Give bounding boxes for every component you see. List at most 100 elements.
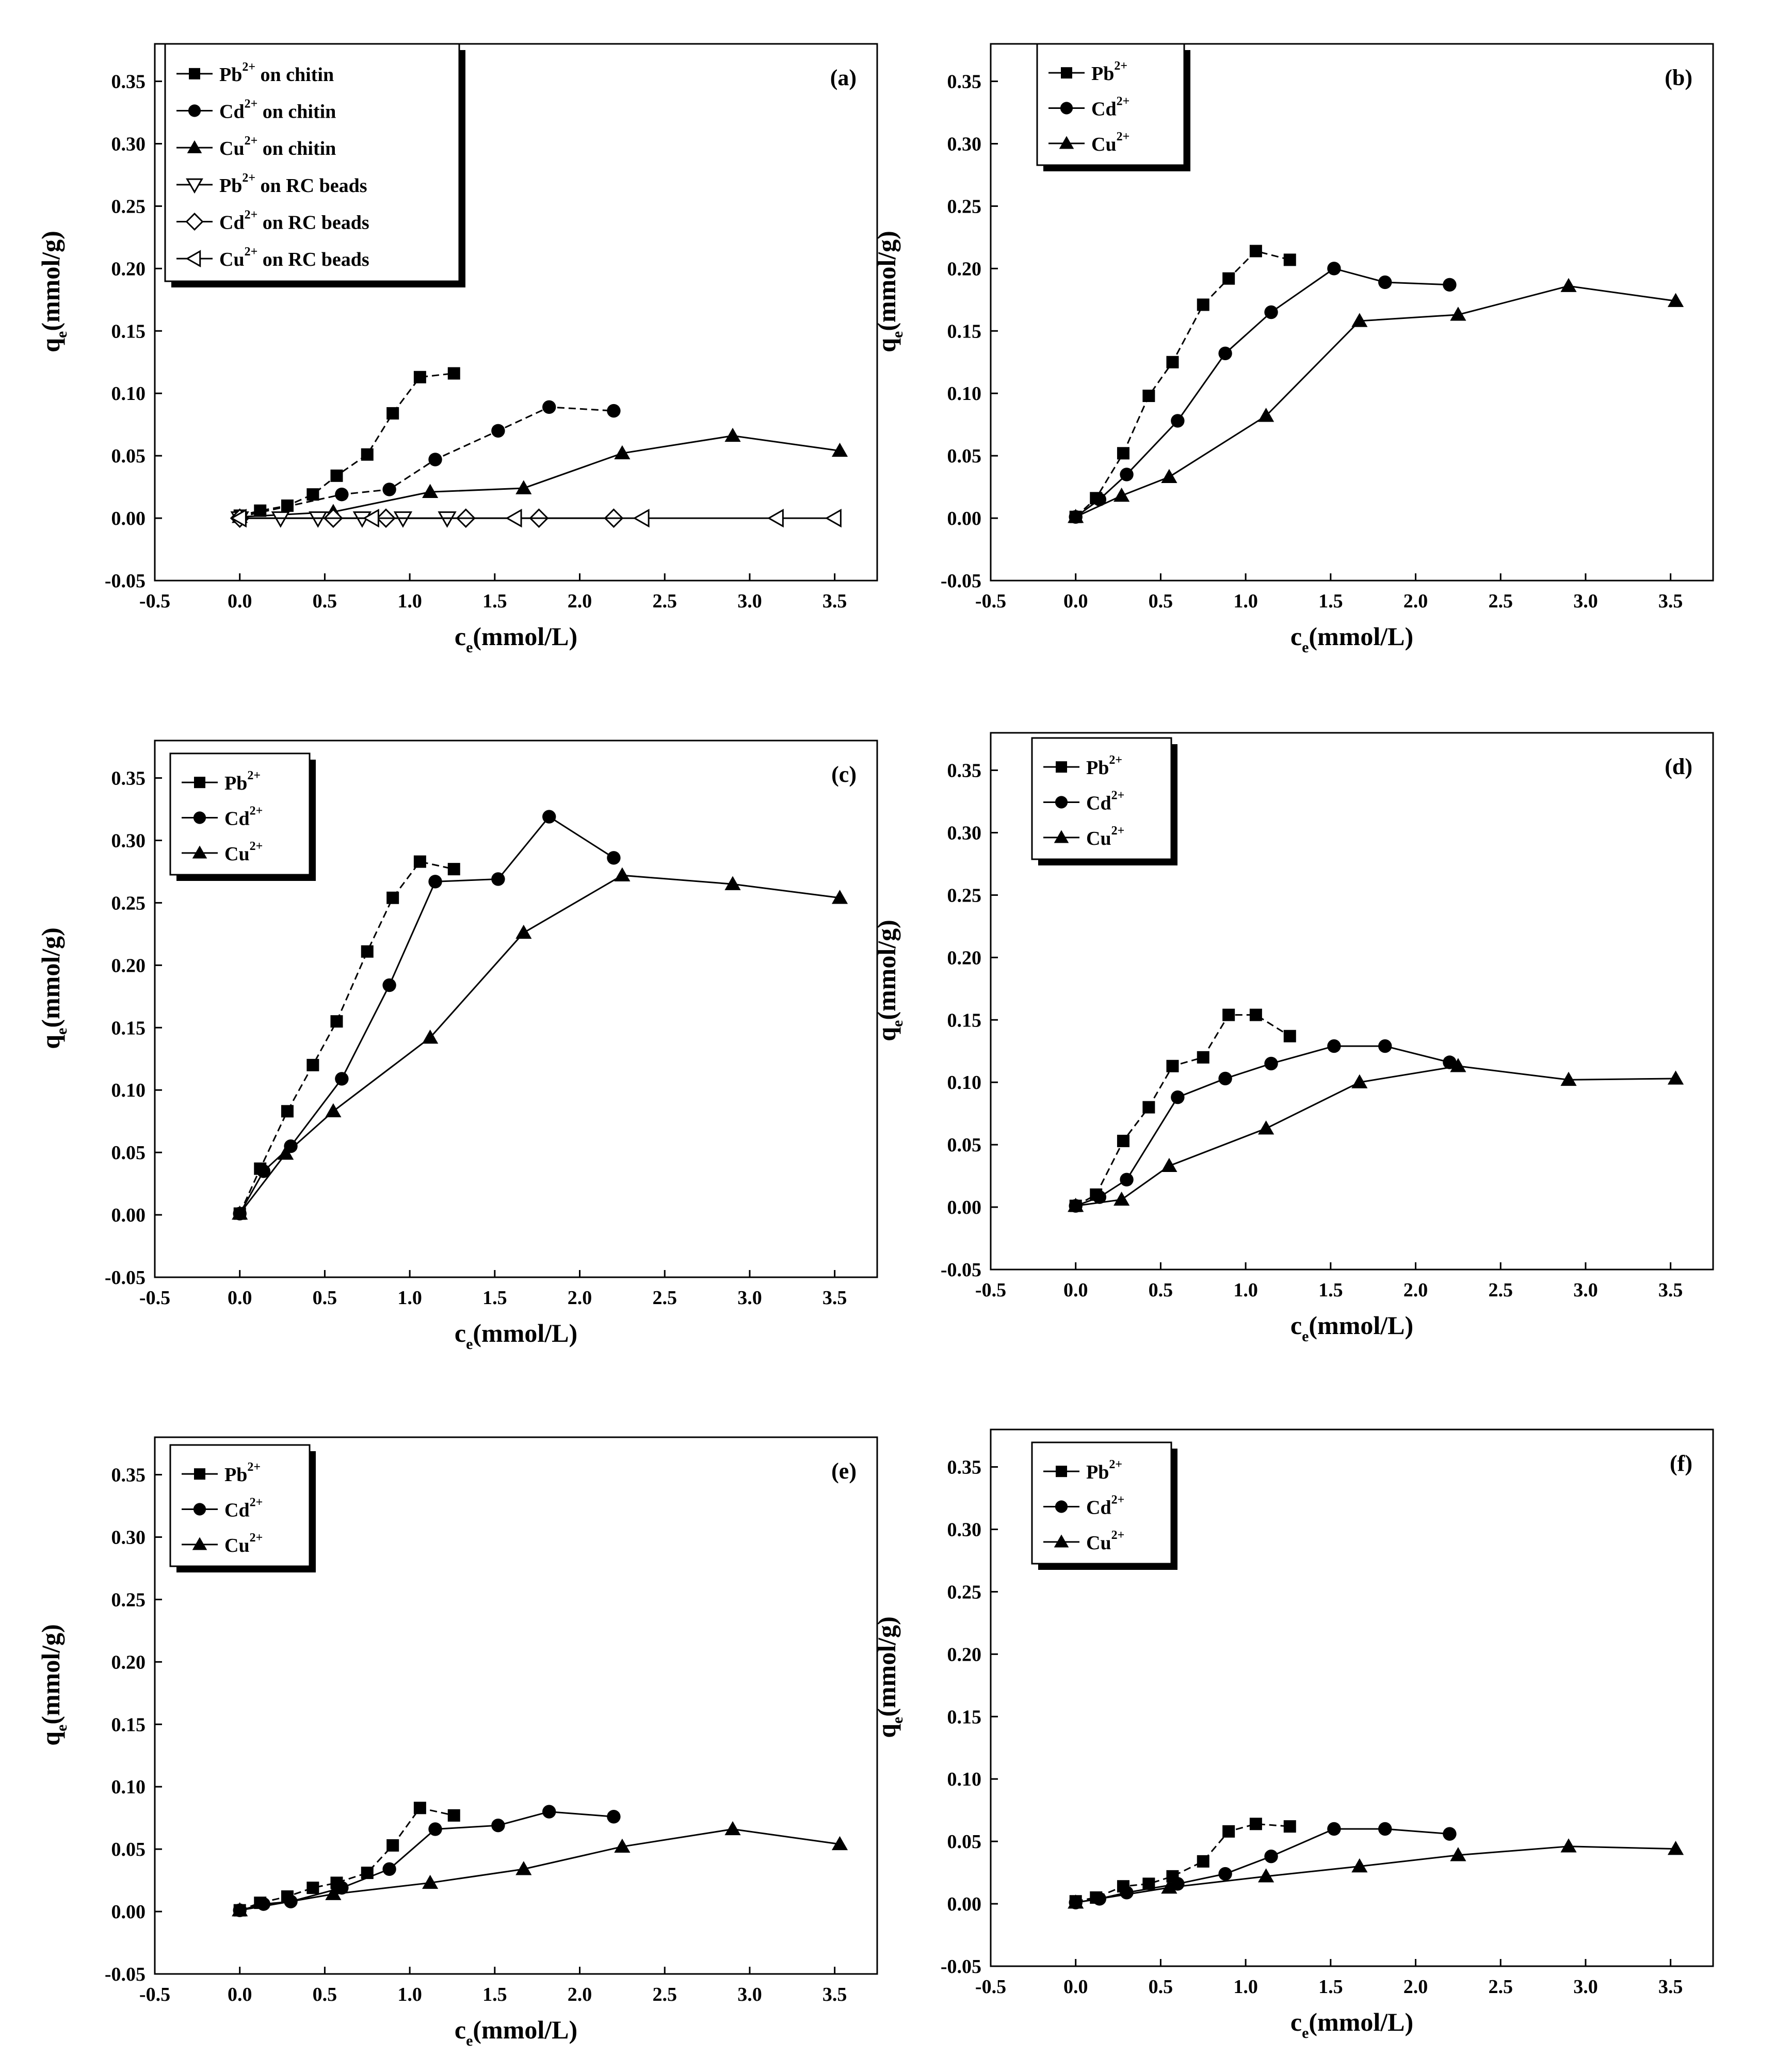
data-point bbox=[447, 1809, 460, 1822]
legend-entry: Cd2+ bbox=[224, 805, 263, 830]
data-point bbox=[542, 1805, 556, 1819]
data-point bbox=[1222, 1008, 1235, 1021]
y-axis-title: qe(mmol/g) bbox=[36, 927, 70, 1049]
legend-entry: Pb2+ bbox=[224, 769, 261, 794]
x-tick-label: 3.0 bbox=[1573, 1279, 1598, 1301]
panel-label: (c) bbox=[831, 762, 857, 787]
y-tick-label: 0.30 bbox=[111, 830, 146, 852]
y-axis-title: qe(mmol/g) bbox=[36, 1624, 70, 1746]
panel-label: (e) bbox=[831, 1458, 857, 1484]
legend-entry: Pb2+ on RC beads bbox=[219, 171, 367, 197]
x-tick-label: 3.0 bbox=[737, 1984, 762, 2005]
series-1 bbox=[1069, 1008, 1296, 1212]
chart-panel-1: -0.5 0.0 0.5 1.0 1.5 2.0 2.5 3.0 3.5 -0.05 0.00 0.0… bbox=[36, 43, 878, 656]
data-point bbox=[1117, 1134, 1129, 1147]
legend: Pb2+ on chitin Cd2+ on chitin Cu2+ on chit… bbox=[164, 43, 465, 287]
legend-entry: Cd2+ bbox=[1091, 95, 1129, 120]
y-tick-label: 0.10 bbox=[947, 1769, 982, 1790]
y-tick-label: 0.05 bbox=[947, 445, 982, 467]
y-tick-label: 0.35 bbox=[947, 1457, 982, 1479]
x-tick-label: 0.0 bbox=[228, 590, 252, 612]
legend-marker bbox=[1055, 796, 1068, 809]
x-tick-label: 1.5 bbox=[1318, 590, 1343, 612]
x-tick-label: 1.0 bbox=[397, 1984, 422, 2005]
data-point bbox=[1218, 346, 1232, 361]
data-point bbox=[386, 1839, 399, 1852]
x-tick-label: 1.0 bbox=[1233, 590, 1258, 612]
series-line bbox=[239, 435, 840, 518]
data-point bbox=[831, 1836, 848, 1851]
data-point bbox=[422, 484, 439, 498]
x-tick-label: 0.5 bbox=[1149, 590, 1173, 612]
legend-marker bbox=[1054, 1534, 1069, 1548]
data-point bbox=[724, 1821, 741, 1836]
legend-marker bbox=[192, 1537, 207, 1550]
y-tick-label: 0.35 bbox=[111, 768, 146, 790]
data-point bbox=[1249, 1818, 1262, 1830]
panel-label: (b) bbox=[1665, 65, 1692, 90]
data-point bbox=[1327, 262, 1341, 276]
series-6 bbox=[230, 508, 842, 528]
data-point bbox=[831, 442, 848, 457]
data-point bbox=[1258, 1868, 1274, 1883]
x-tick-label: 3.5 bbox=[822, 1287, 847, 1309]
series-2 bbox=[1069, 1822, 1457, 1909]
legend-marker bbox=[193, 1503, 206, 1516]
data-point bbox=[1218, 1071, 1232, 1086]
data-point bbox=[1450, 1058, 1466, 1072]
y-tick-label: 0.20 bbox=[947, 947, 982, 969]
x-tick-label: 3.5 bbox=[1658, 590, 1683, 612]
x-axis-title: ce(mmol/L) bbox=[1290, 1311, 1413, 1345]
legend-box bbox=[164, 43, 460, 282]
data-point bbox=[447, 863, 460, 876]
x-tick-label: -0.5 bbox=[139, 1984, 170, 2005]
y-tick-label: 0.15 bbox=[947, 320, 982, 342]
x-tick-label: 3.0 bbox=[1573, 1976, 1598, 1998]
data-point bbox=[325, 1886, 342, 1900]
data-point bbox=[1249, 245, 1262, 258]
data-point bbox=[335, 1072, 349, 1086]
data-point bbox=[422, 1874, 439, 1889]
x-tick-label: 3.5 bbox=[1658, 1976, 1683, 1998]
y-tick-label: 0.25 bbox=[947, 885, 982, 906]
data-point bbox=[413, 855, 426, 868]
data-point bbox=[1166, 1059, 1179, 1072]
legend: Pb2+ Cd2+ Cu2+ bbox=[1036, 43, 1190, 171]
panel-label: (a) bbox=[830, 65, 857, 90]
y-tick-label: 0.25 bbox=[111, 196, 146, 217]
legend-marker bbox=[1059, 136, 1074, 149]
data-point bbox=[614, 867, 631, 881]
y-tick-label: 0.35 bbox=[111, 1465, 146, 1486]
series-line bbox=[1075, 285, 1676, 518]
x-tick-label: 2.5 bbox=[652, 590, 677, 612]
x-tick-label: 1.0 bbox=[1233, 1279, 1258, 1301]
legend-box bbox=[1031, 737, 1172, 860]
data-point bbox=[309, 511, 328, 528]
y-axis-title: qe(mmol/g) bbox=[872, 920, 906, 1041]
x-tick-label: 0.5 bbox=[313, 1287, 337, 1309]
data-point bbox=[278, 1145, 294, 1160]
x-tick-label: -0.5 bbox=[975, 1976, 1006, 1998]
x-tick-label: 2.5 bbox=[652, 1287, 677, 1309]
data-point bbox=[393, 511, 413, 528]
y-tick-label: -0.05 bbox=[941, 570, 981, 592]
y-tick-label: -0.05 bbox=[941, 1259, 981, 1281]
data-point bbox=[1142, 390, 1155, 403]
data-point bbox=[361, 448, 374, 461]
chart-panel-2: -0.5 0.0 0.5 1.0 1.5 2.0 2.5 3.0 3.5 -0.05 0.00 0.0… bbox=[872, 43, 1714, 656]
data-point bbox=[1667, 293, 1684, 307]
data-point bbox=[1068, 1894, 1084, 1909]
x-tick-label: 2.0 bbox=[1403, 1976, 1428, 1998]
x-tick-label: 2.0 bbox=[1403, 590, 1428, 612]
data-point bbox=[281, 1105, 294, 1118]
data-point bbox=[542, 400, 556, 414]
data-point bbox=[825, 508, 842, 528]
data-point bbox=[306, 1882, 319, 1894]
legend: Pb2+ Cd2+ Cu2+ bbox=[1031, 1441, 1177, 1570]
x-tick-label: -0.5 bbox=[139, 590, 170, 612]
x-axis-title: ce(mmol/L) bbox=[455, 622, 577, 656]
data-point bbox=[386, 407, 399, 420]
data-point bbox=[1560, 1838, 1577, 1853]
x-tick-label: 3.0 bbox=[1573, 590, 1598, 612]
data-point bbox=[1378, 1822, 1392, 1836]
